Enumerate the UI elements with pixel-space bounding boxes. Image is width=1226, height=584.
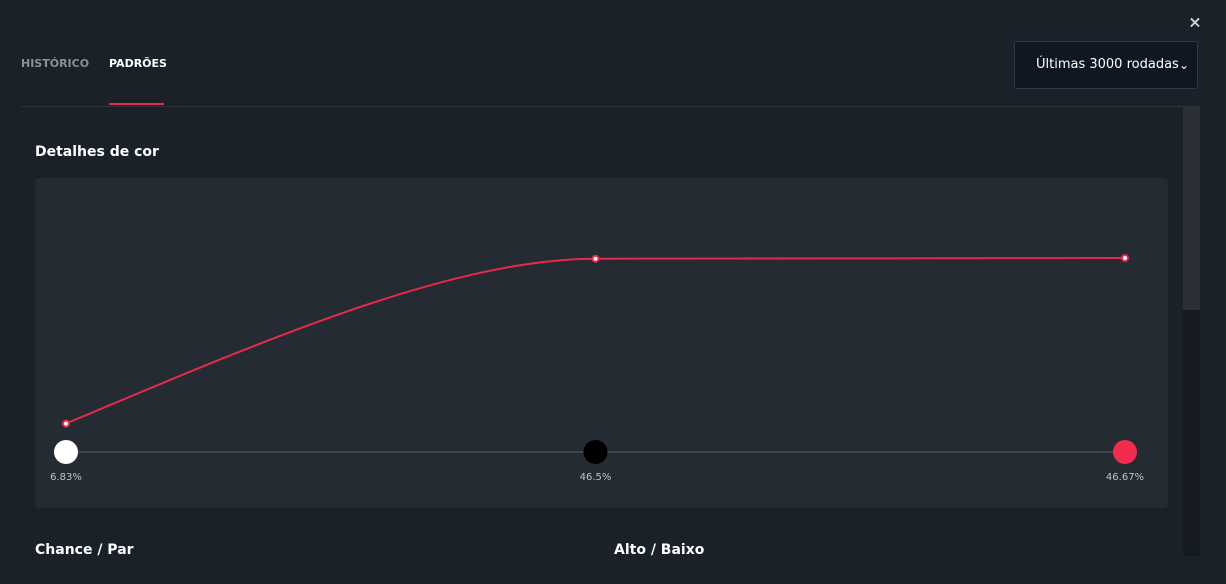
select-label: Últimas 3000 rodadas [1036,57,1179,72]
point [1121,254,1129,262]
round-select[interactable]: Últimas 3000 rodadas ⌄ [1014,41,1198,89]
section-title: Chance / Par [35,542,134,558]
section-title: Detalhes de cor [35,144,159,160]
chart-panel [35,178,1168,508]
value-label: 46.67% [1106,472,1144,483]
divider [21,106,1199,107]
chevron: ⌄ [1178,58,1189,72]
tab-underline [109,103,164,105]
color-marker [1113,440,1137,464]
scrollbar-thumb[interactable] [1183,107,1200,310]
point [62,419,70,428]
color-marker [583,440,608,464]
value-label: 6.83% [50,472,82,483]
section-title: Alto / Baixo [614,542,705,558]
close-button[interactable]: × [1188,13,1201,32]
value-label: 46.5% [580,472,612,483]
color-marker [54,440,78,464]
tab-active[interactable]: PADRÕES [109,57,167,70]
tab[interactable]: HISTÓRICO [21,57,89,70]
point [591,254,600,263]
